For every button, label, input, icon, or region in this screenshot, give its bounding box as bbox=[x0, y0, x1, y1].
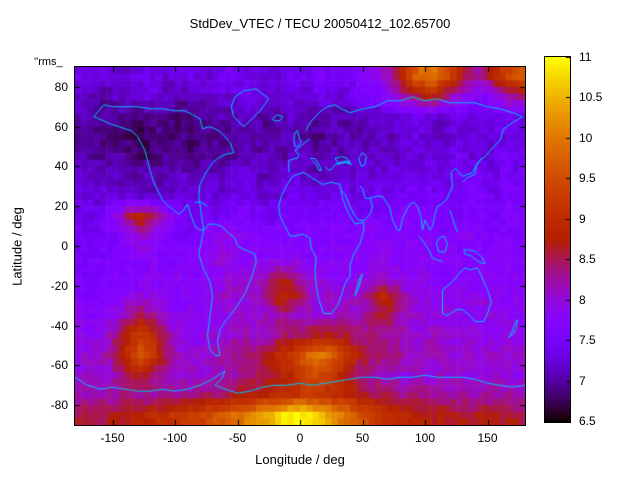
x-tick-label: -50 bbox=[228, 431, 247, 445]
y-tick-label: -40 bbox=[50, 318, 68, 333]
y-tick-label: -20 bbox=[50, 278, 68, 293]
x-axis-label: Longitude / deg bbox=[255, 452, 345, 467]
x-tick-label: 50 bbox=[355, 431, 370, 445]
plot-title: StdDev_VTEC / TECU 20050412_102.65700 bbox=[189, 16, 451, 31]
colorbar-tick-label: 11 bbox=[579, 50, 592, 64]
colorbar-tick-label: 9.5 bbox=[579, 171, 596, 186]
colorbar-tick-label: 7 bbox=[579, 373, 586, 388]
colorbar-tick-label: 10 bbox=[579, 130, 593, 145]
colorbar bbox=[544, 56, 571, 423]
x-tick-label: 0 bbox=[296, 431, 304, 445]
colorbar-tick-label: 10.5 bbox=[579, 90, 603, 105]
corner-stray-label: ''rms_ bbox=[34, 56, 63, 68]
colorbar-tick-label: 6.5 bbox=[579, 414, 596, 428]
y-tick-label: 40 bbox=[54, 159, 68, 174]
colorbar-tick-label: 8 bbox=[579, 292, 586, 307]
colorbar-tick-label: 8.5 bbox=[579, 252, 596, 267]
y-tick-label: -60 bbox=[50, 358, 68, 373]
y-tick-label: -80 bbox=[50, 398, 68, 413]
y-tick-label: 80 bbox=[54, 79, 68, 94]
y-axis-label: Latitude / deg bbox=[9, 207, 25, 286]
x-tick-label: 150 bbox=[477, 431, 498, 445]
y-tick-label: 20 bbox=[54, 199, 68, 214]
colorbar-canvas bbox=[545, 57, 570, 422]
x-tick-label: -100 bbox=[162, 431, 188, 445]
x-tick-label: 100 bbox=[414, 431, 436, 445]
colorbar-tick-label: 9 bbox=[579, 211, 586, 226]
colorbar-tick-label: 7.5 bbox=[579, 333, 596, 348]
heatmap-canvas bbox=[75, 67, 525, 425]
y-tick-label: 60 bbox=[54, 119, 68, 134]
x-tick-label: -150 bbox=[100, 431, 125, 445]
y-tick-label: 0 bbox=[61, 239, 68, 253]
heatmap-plot-area bbox=[74, 66, 526, 426]
